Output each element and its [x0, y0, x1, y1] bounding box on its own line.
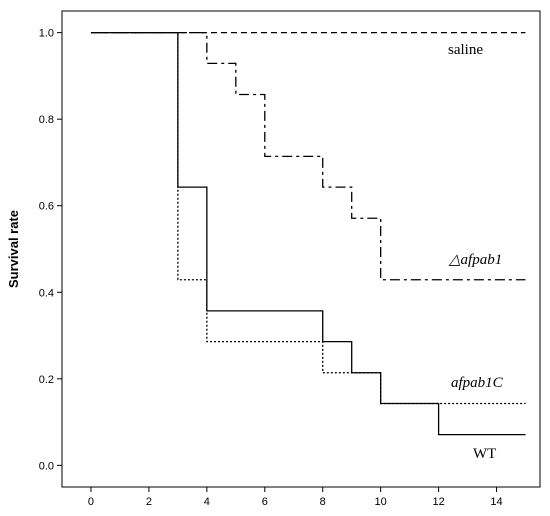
plot-frame: [61, 10, 541, 488]
y-tick-label: 0.0: [39, 460, 54, 472]
x-tick-label: 4: [204, 496, 210, 508]
x-tick-label: 12: [432, 496, 444, 508]
axis-ticks: 0 2 4 6 8 10 12 14 0.0 0.2 0.4 0.6 0.8 1.0: [39, 28, 503, 508]
series-line-wt: [90, 31, 526, 436]
y-tick-label: 0.6: [39, 201, 54, 213]
x-tick-label: 6: [262, 496, 268, 508]
x-tick-label: 2: [146, 496, 152, 508]
x-tick-label: 10: [375, 496, 387, 508]
x-tick-label: 0: [88, 496, 94, 508]
series-lines: [90, 31, 526, 436]
y-axis-label: Survival rate: [6, 210, 21, 288]
x-tick-label: 14: [490, 496, 502, 508]
series-label-afpab1C: afpab1C: [451, 375, 504, 391]
series-label-delta-afpab1: △afpab1: [448, 252, 502, 268]
y-tick-label: 0.4: [39, 287, 54, 299]
series-label-wt: WT: [473, 446, 496, 462]
x-tick-label: 8: [320, 496, 326, 508]
series-line-afpab1: [90, 31, 526, 281]
y-tick-label: 0.8: [39, 114, 54, 126]
y-tick-label: 1.0: [39, 28, 54, 40]
y-tick-label: 0.2: [39, 374, 54, 386]
series-label-saline: saline: [448, 42, 483, 58]
